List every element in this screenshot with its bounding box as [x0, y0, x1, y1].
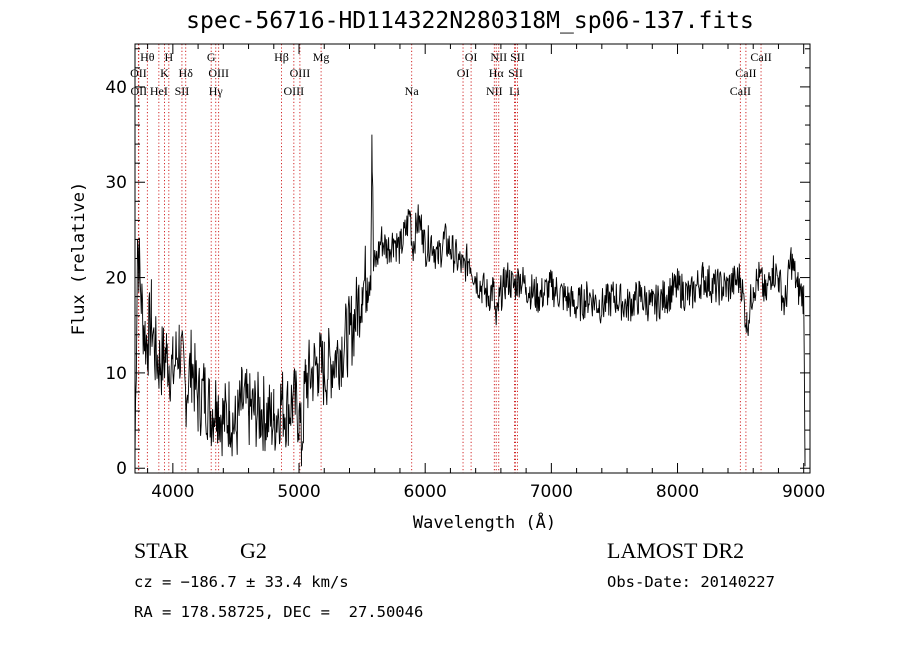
coordinates: RA = 178.58725, DEC = 27.50046	[134, 603, 424, 621]
line-label-23: SII	[510, 50, 525, 64]
line-label-14: Mg	[313, 50, 330, 64]
x-tick-label-5: 9000	[782, 482, 825, 502]
line-label-9: Hγ	[209, 84, 224, 98]
line-label-16: OI	[457, 66, 470, 80]
line-label-22: SII	[508, 66, 523, 80]
line-label-6: SII	[175, 84, 190, 98]
line-label-7: Hδ	[179, 66, 194, 80]
line-label-21: Li	[509, 84, 520, 98]
y-tick-label-3: 30	[105, 173, 127, 193]
plot-frame	[134, 43, 811, 474]
x-tick-label-0: 4000	[151, 482, 194, 502]
y-axis-label: Flux (relative)	[69, 182, 89, 336]
object-type: STAR	[134, 538, 189, 563]
obs-date: Obs-Date: 20140227	[607, 573, 775, 591]
line-label-2: Hθ	[140, 50, 155, 64]
line-label-18: NII	[486, 84, 503, 98]
line-label-24: CaII	[730, 84, 751, 98]
line-label-20: NII	[490, 50, 507, 64]
spectrum-line	[134, 134, 806, 467]
line-label-19: Hα	[489, 66, 505, 80]
line-label-15: Na	[405, 84, 420, 98]
line-label-4: K	[160, 66, 169, 80]
y-tick-label-0: 0	[116, 459, 127, 479]
line-label-13: OIII	[290, 66, 311, 80]
x-tick-label-2: 6000	[404, 482, 447, 502]
line-label-17: OI	[465, 50, 478, 64]
x-tick-label-3: 7000	[530, 482, 573, 502]
y-tick-label-2: 20	[105, 269, 127, 289]
y-tick-label-1: 10	[105, 364, 127, 384]
survey-name: LAMOST DR2	[607, 538, 745, 563]
x-axis-label: Wavelength (Å)	[413, 511, 556, 533]
line-label-8: G	[207, 50, 216, 64]
spectral-subclass: G2	[240, 538, 267, 563]
chart-title: spec-56716-HD114322N280318M_sp06-137.fit…	[186, 8, 754, 34]
line-label-26: CaII	[750, 50, 771, 64]
x-tick-label-1: 5000	[277, 482, 320, 502]
x-tick-label-4: 8000	[656, 482, 699, 502]
line-label-12: OIII	[284, 84, 305, 98]
line-label-25: CaII	[735, 66, 756, 80]
line-label-5: H	[164, 50, 173, 64]
line-label-1: OII	[130, 84, 147, 98]
y-tick-label-4: 40	[105, 78, 127, 98]
line-label-11: Hβ	[274, 50, 289, 64]
line-label-10: OIII	[208, 66, 229, 80]
line-label-3: HeI	[150, 84, 168, 98]
line-label-0: OII	[130, 66, 147, 80]
redshift-readout: cz = −186.7 ± 33.4 km/s	[134, 573, 349, 591]
